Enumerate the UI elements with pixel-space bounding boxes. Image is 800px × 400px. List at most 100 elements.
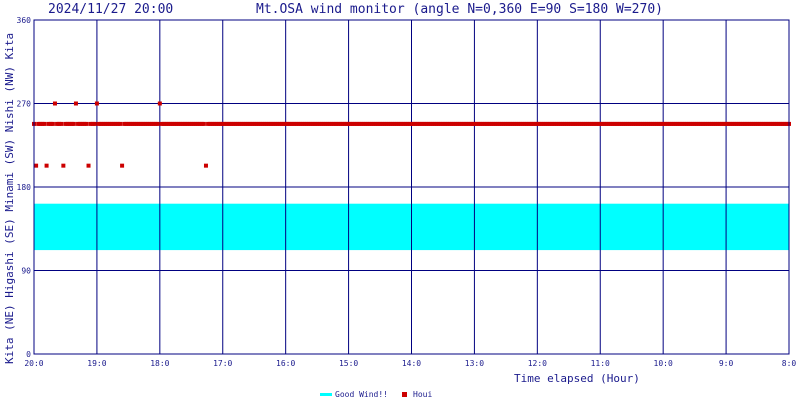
houi-point	[763, 121, 768, 126]
houi-point	[753, 121, 758, 126]
houi-point	[378, 121, 383, 126]
houi-point	[92, 121, 97, 126]
houi-point	[143, 121, 148, 126]
houi-point	[526, 121, 531, 126]
houi-point	[499, 121, 504, 126]
houi-point	[556, 121, 561, 126]
houi-point	[172, 121, 177, 126]
houi-point	[203, 163, 208, 168]
houi-point	[510, 121, 515, 126]
x-tick-label: 18:0	[150, 359, 169, 368]
houi-point	[80, 121, 85, 126]
houi-point	[394, 121, 399, 126]
houi-point	[453, 121, 458, 126]
chart-title: Mt.OSA wind monitor (angle N=0,360 E=90 …	[256, 2, 663, 17]
houi-point	[229, 121, 234, 126]
houi-point	[266, 121, 271, 126]
houi-point	[493, 121, 498, 126]
x-tick-label: 8:0	[782, 359, 797, 368]
houi-point	[113, 121, 118, 126]
houi-point	[84, 121, 89, 126]
houi-point	[495, 121, 500, 126]
houi-point	[413, 121, 418, 126]
y-axis-label: Kita (NE) Higashi (SE) Minami (SW) Nishi…	[3, 33, 16, 364]
houi-point	[101, 121, 106, 126]
houi-point	[780, 121, 785, 126]
houi-point	[417, 121, 422, 126]
houi-point	[147, 121, 152, 126]
houi-point	[44, 163, 49, 168]
houi-point	[587, 121, 592, 126]
houi-point	[214, 121, 219, 126]
houi-point	[640, 121, 645, 126]
houi-point	[623, 121, 628, 126]
houi-point	[583, 121, 588, 126]
houi-point	[233, 121, 238, 126]
houi-point	[629, 121, 634, 126]
houi-point	[201, 121, 206, 126]
houi-point	[487, 121, 492, 126]
houi-point	[772, 121, 777, 126]
x-tick-label: 9:0	[719, 359, 734, 368]
houi-point	[514, 121, 519, 126]
houi-point	[399, 121, 404, 126]
houi-point	[721, 121, 726, 126]
houi-point	[313, 121, 318, 126]
houi-point	[476, 121, 481, 126]
houi-point	[749, 121, 754, 126]
houi-point	[692, 121, 697, 126]
houi-point	[344, 121, 349, 126]
houi-point	[48, 121, 53, 126]
houi-point	[766, 121, 771, 126]
houi-point	[120, 163, 125, 168]
houi-point	[482, 121, 487, 126]
houi-point	[321, 121, 326, 126]
houi-point	[57, 121, 62, 126]
houi-point	[778, 121, 783, 126]
houi-point	[703, 121, 708, 126]
houi-point	[256, 121, 261, 126]
houi-point	[757, 121, 762, 126]
houi-point	[268, 121, 273, 126]
y-tick-label: 180	[17, 183, 32, 192]
houi-point	[747, 121, 752, 126]
houi-point	[782, 121, 787, 126]
houi-point	[478, 121, 483, 126]
houi-point	[432, 121, 437, 126]
houi-point	[585, 121, 590, 126]
houi-point	[386, 121, 391, 126]
houi-point	[516, 121, 521, 126]
houi-point	[159, 121, 164, 126]
houi-point	[434, 121, 439, 126]
houi-point	[176, 121, 181, 126]
houi-point	[346, 121, 351, 126]
houi-point	[206, 121, 211, 126]
houi-point	[472, 121, 477, 126]
houi-point	[390, 121, 395, 126]
houi-point	[638, 121, 643, 126]
houi-point	[327, 121, 332, 126]
houi-point	[426, 121, 431, 126]
houi-point	[755, 121, 760, 126]
houi-point	[577, 121, 582, 126]
houi-point	[50, 121, 55, 126]
houi-point	[193, 121, 198, 126]
houi-point	[705, 121, 710, 126]
houi-point	[141, 121, 146, 126]
houi-point	[719, 121, 724, 126]
houi-point	[581, 121, 586, 126]
legend: Good Wind!! Houi	[320, 390, 432, 399]
houi-point	[319, 121, 324, 126]
houi-point	[254, 121, 259, 126]
houi-point	[352, 121, 357, 126]
x-tick-label: 12:0	[528, 359, 547, 368]
houi-point	[461, 121, 466, 126]
houi-point	[134, 121, 139, 126]
houi-point	[36, 121, 41, 126]
houi-point	[761, 121, 766, 126]
houi-point	[554, 121, 559, 126]
houi-point	[73, 101, 78, 106]
houi-point	[625, 121, 630, 126]
houi-point	[419, 121, 424, 126]
houi-point	[69, 121, 74, 126]
